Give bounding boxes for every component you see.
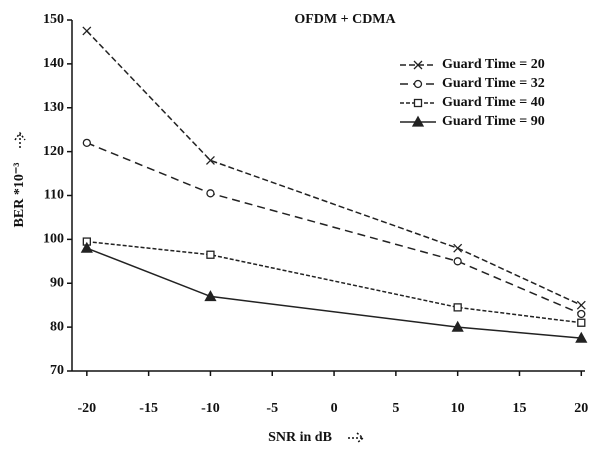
legend-marker	[411, 115, 425, 127]
y-tick-label: 100	[43, 232, 64, 247]
marker	[206, 189, 215, 198]
x-tick-label: -15	[139, 401, 158, 416]
legend-label: Guard Time = 90	[442, 114, 545, 129]
series-line	[86, 247, 582, 339]
marker	[451, 320, 464, 332]
y-tick-label: 120	[43, 144, 64, 159]
marker	[204, 290, 217, 302]
x-tick-label: 10	[451, 401, 465, 416]
x-tick-label: -10	[201, 401, 220, 416]
x-tick-label: -5	[266, 401, 278, 416]
marker	[82, 26, 92, 36]
y-tick-label: 110	[44, 188, 64, 203]
marker	[577, 309, 586, 319]
y-tick-label: 70	[50, 363, 64, 378]
y-tick-label: 80	[50, 319, 64, 334]
legend-marker	[413, 79, 423, 89]
series-line	[86, 142, 582, 315]
x-tick-label: 5	[392, 401, 399, 416]
x-tick-label: 0	[331, 401, 338, 416]
marker	[453, 243, 463, 253]
marker	[576, 300, 586, 310]
marker	[577, 318, 586, 327]
marker	[205, 155, 215, 165]
y-tick-label: 130	[43, 100, 64, 115]
chart-title: OFDM + CDMA	[294, 12, 396, 27]
marker	[453, 257, 462, 266]
x-tick-label: 20	[574, 401, 588, 416]
x-axis-label: SNR in dB	[268, 430, 332, 445]
y-axis-arrow	[14, 131, 26, 148]
marker	[80, 241, 93, 253]
marker	[453, 303, 462, 312]
legend-label: Guard Time = 20	[442, 57, 545, 72]
legend-label: Guard Time = 32	[442, 76, 545, 91]
legend-marker	[413, 98, 423, 108]
y-tick-label: 90	[50, 275, 64, 290]
legend-label: Guard Time = 40	[442, 95, 545, 110]
marker	[206, 250, 215, 259]
series-line	[86, 30, 582, 306]
marker	[82, 138, 91, 148]
legend-marker	[413, 60, 423, 70]
x-tick-label: 15	[512, 401, 526, 416]
y-tick-label: 140	[43, 56, 64, 71]
y-axis-label: BER *10⁻³	[12, 163, 27, 228]
series-line	[86, 240, 582, 324]
y-tick-label: 150	[43, 12, 64, 27]
marker	[575, 331, 588, 343]
x-tick-label: -20	[77, 401, 96, 416]
x-axis-arrow	[348, 432, 365, 444]
